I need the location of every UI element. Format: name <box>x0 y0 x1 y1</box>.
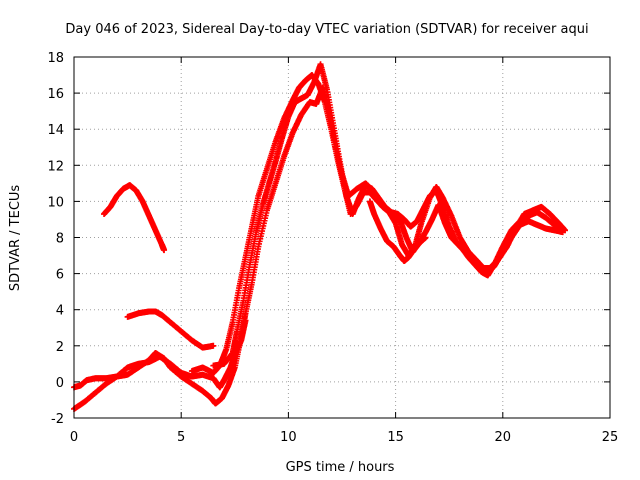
x-axis-label: GPS time / hours <box>286 460 395 475</box>
x-tick-label: 20 <box>495 430 512 445</box>
series-arc-1 <box>101 182 168 254</box>
y-tick-label: 10 <box>47 195 64 210</box>
y-tick-label: 0 <box>56 376 64 391</box>
series-arc-4 <box>71 84 566 407</box>
y-tick-label: 8 <box>56 232 64 247</box>
grid <box>74 57 610 418</box>
y-tick-label: 14 <box>47 123 64 138</box>
series-arc-7 <box>366 198 429 264</box>
axis-ticks: 0 5 10 15 20 25 -2 0 2 4 6 8 10 12 14 16 18 <box>47 51 618 445</box>
x-tick-label: 15 <box>387 430 404 445</box>
chart-title: Day 046 of 2023, Sidereal Day-to-day VTE… <box>65 22 588 37</box>
y-tick-label: 12 <box>47 159 64 174</box>
data-point <box>422 234 429 241</box>
data-point <box>161 247 168 254</box>
y-axis-label: SDTVAR / TECUs <box>8 185 23 292</box>
x-tick-label: 0 <box>70 430 78 445</box>
y-tick-label: 6 <box>56 268 64 283</box>
y-tick-label: 2 <box>56 340 64 355</box>
x-tick-label: 5 <box>177 430 185 445</box>
y-tick-label: 4 <box>56 304 64 319</box>
x-tick-label: 25 <box>602 430 619 445</box>
y-tick-label: 18 <box>47 51 64 66</box>
series-arc-6 <box>210 61 568 369</box>
data-series-layer <box>71 61 568 412</box>
x-tick-label: 10 <box>280 430 297 445</box>
data-point <box>561 227 568 234</box>
data-point <box>210 342 217 349</box>
y-tick-label: -2 <box>51 412 64 427</box>
series-arc-2 <box>124 308 217 351</box>
y-tick-label: 16 <box>47 87 64 102</box>
